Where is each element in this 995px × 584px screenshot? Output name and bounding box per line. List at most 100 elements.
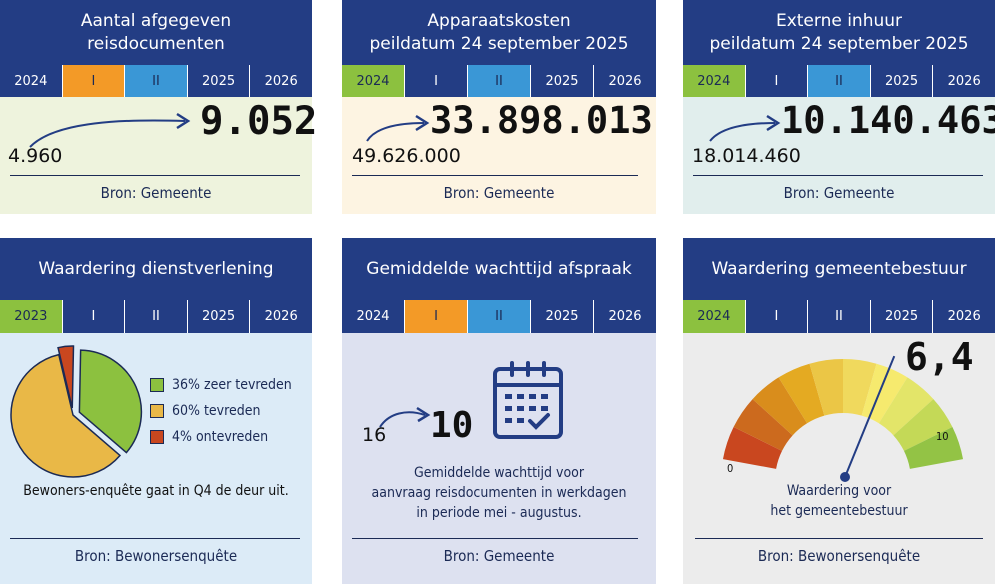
card-header: Aantal afgegeven reisdocumenten — [0, 0, 312, 65]
legend-swatch — [150, 378, 164, 392]
tab-q1[interactable]: I — [404, 65, 467, 97]
gauge-segment — [733, 399, 793, 451]
gauge-segment — [752, 377, 808, 436]
tab-q2[interactable]: II — [467, 65, 530, 97]
tab-2026[interactable]: 2026 — [249, 65, 312, 97]
card-wachttijd: Gemiddelde wachttijd afspraak 2024 I II … — [342, 238, 656, 584]
period-tabs: 2024 I II 2025 2026 — [0, 65, 312, 97]
tab-q1[interactable]: I — [61, 300, 125, 333]
gauge-max-label: 10 — [936, 430, 949, 443]
source-label: Bron: Gemeente — [100, 184, 212, 202]
divider — [10, 175, 300, 176]
card-body: 18.014.460 10.140.463 Bron: Gemeente — [683, 97, 995, 214]
legend-item-tevreden: 60% tevreden — [150, 403, 260, 419]
description-line2: aanvraag reisdocumenten in werkdagen — [371, 485, 627, 501]
tab-q1[interactable]: I — [744, 65, 808, 97]
previous-value: 4.960 — [8, 145, 63, 167]
tab-2025[interactable]: 2025 — [530, 300, 593, 333]
source-label: Bron: Gemeente — [783, 184, 895, 202]
tab-2025[interactable]: 2025 — [530, 65, 593, 97]
card-externe-inhuur: Externe inhuur peildatum 24 september 20… — [683, 0, 995, 214]
card-header: Waardering gemeentebestuur — [683, 238, 995, 300]
tab-2026[interactable]: 2026 — [932, 65, 995, 97]
divider — [352, 175, 638, 176]
tab-q2[interactable]: II — [124, 65, 187, 97]
period-tabs: 2024 I II 2025 2026 — [342, 300, 656, 333]
tab-2025[interactable]: 2025 — [186, 300, 250, 333]
legend-label: 4% ontevreden — [172, 429, 269, 445]
current-value: 9.052 — [200, 99, 318, 144]
card-waardering-gemeentebestuur: Waardering gemeentebestuur 2024 I II 202… — [683, 238, 995, 584]
previous-value: 18.014.460 — [692, 145, 801, 167]
tab-2025[interactable]: 2025 — [186, 65, 250, 97]
period-tabs: 2024 I II 2025 2026 — [683, 300, 995, 333]
source-label: Bron: Bewonersenquête — [757, 547, 921, 565]
card-reisdocumenten: Aantal afgegeven reisdocumenten 2024 I I… — [0, 0, 317, 214]
tab-2025[interactable]: 2025 — [869, 65, 933, 97]
tab-2026[interactable]: 2026 — [932, 300, 995, 333]
card-body: 49.626.000 33.898.013 Bron: Gemeente — [342, 97, 656, 214]
description-line3: in periode mei - augustus. — [416, 505, 582, 521]
pie-chart — [10, 345, 143, 478]
card-title-line2: peildatum 24 september 2025 — [369, 33, 629, 54]
card-body: 16 10 Gemiddelde wachttijd voor aanvraag… — [342, 333, 656, 584]
gauge-segment — [878, 377, 934, 436]
tab-2026[interactable]: 2026 — [593, 300, 656, 333]
tab-q1[interactable]: I — [744, 300, 808, 333]
tab-2024[interactable]: 2024 — [356, 309, 390, 324]
tab-q2[interactable]: II — [124, 300, 187, 333]
gauge-segment — [809, 359, 843, 416]
arrow-icon — [366, 114, 430, 142]
score-value: 6,4 — [905, 335, 974, 379]
gauge-segment — [722, 427, 783, 469]
source-label: Bron: Gemeente — [443, 184, 555, 202]
arrow-icon — [379, 406, 431, 428]
divider — [695, 538, 983, 539]
legend-label: 36% zeer tevreden — [172, 377, 292, 393]
tab-2024[interactable]: 2024 — [683, 300, 745, 333]
tab-q2[interactable]: II — [467, 300, 530, 333]
tab-2024[interactable]: 2024 — [342, 65, 404, 97]
tab-q1[interactable]: I — [404, 300, 467, 333]
tab-q2[interactable]: II — [807, 65, 870, 97]
legend-swatch — [150, 430, 164, 444]
pie-slice-ontevreden — [57, 345, 75, 409]
legend-swatch — [150, 404, 164, 418]
divider — [10, 538, 300, 539]
gauge-segment — [843, 359, 877, 416]
current-value: 33.898.013 — [430, 99, 653, 142]
previous-value: 49.626.000 — [352, 145, 461, 167]
card-title: Gemiddelde wachttijd afspraak — [366, 258, 632, 279]
tab-q1[interactable]: I — [61, 65, 125, 97]
card-header: Apparaatskosten peildatum 24 september 2… — [342, 0, 656, 65]
card-title-line1: Apparaatskosten — [427, 10, 571, 31]
period-tabs: 2023 I II 2025 2026 — [0, 300, 312, 333]
tab-2024[interactable]: 2024 — [683, 65, 745, 97]
card-title: Waardering gemeentebestuur — [711, 258, 967, 279]
tab-2023[interactable]: 2023 — [0, 300, 62, 333]
tab-2026[interactable]: 2026 — [593, 65, 656, 97]
divider — [693, 175, 983, 176]
divider — [352, 538, 638, 539]
gauge-chart — [722, 355, 964, 482]
arrow-icon — [29, 112, 191, 148]
calendar-icon — [493, 361, 563, 439]
card-apparaatskosten: Apparaatskosten peildatum 24 september 2… — [342, 0, 656, 214]
pie-slice-tevreden — [10, 353, 122, 478]
card-header: Gemiddelde wachttijd afspraak — [342, 238, 656, 300]
gauge-min-label: 0 — [727, 462, 734, 475]
gauge-segment — [903, 427, 964, 469]
gauge-needle — [844, 355, 896, 478]
period-tabs: 2024 I II 2025 2026 — [342, 65, 656, 97]
tab-2024[interactable]: 2024 — [14, 73, 48, 89]
tab-q2[interactable]: II — [807, 300, 870, 333]
tab-2025[interactable]: 2025 — [869, 300, 933, 333]
card-body: 6,4 0 10 Waardering voor het gemeentebes… — [683, 333, 995, 584]
survey-note: Bewoners-enquête gaat in Q4 de deur uit. — [23, 483, 289, 499]
pie-slice-zeer-tevreden — [78, 349, 143, 454]
legend-item-zeer-tevreden: 36% zeer tevreden — [150, 377, 292, 393]
description-line1: Gemiddelde wachttijd voor — [413, 465, 585, 481]
caption-line1: Waardering voor — [786, 483, 892, 499]
card-waardering-dienstverlening: Waardering dienstverlening 2023 I II 202… — [0, 238, 312, 584]
tab-2026[interactable]: 2026 — [249, 300, 312, 333]
